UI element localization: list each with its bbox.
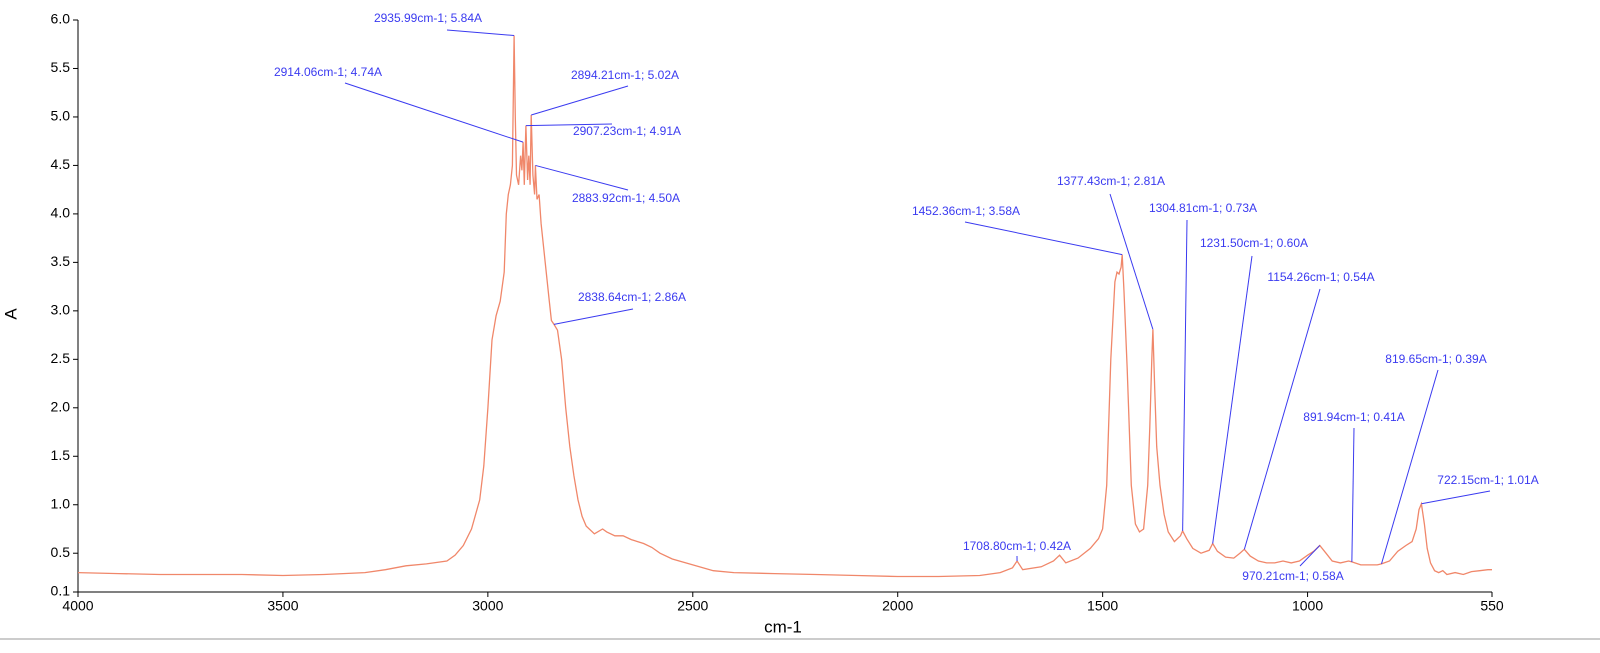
annotation-label: 1377.43cm-1; 2.81A [1057, 174, 1165, 188]
annotation-label: 1708.80cm-1; 0.42A [963, 539, 1071, 553]
annotation-label: 819.65cm-1; 0.39A [1385, 352, 1486, 366]
x-tick-label: 1500 [1087, 598, 1118, 614]
annotation-leader [446, 29, 515, 37]
annotation-label: 2838.64cm-1; 2.86A [578, 290, 686, 304]
x-tick-label: 1000 [1292, 598, 1323, 614]
annotation-leader [344, 82, 524, 143]
y-tick-label: 2.5 [51, 350, 71, 366]
annotation-label: 891.94cm-1; 0.41A [1303, 410, 1404, 424]
y-tick-label: 0.5 [51, 544, 71, 560]
y-tick-label: 3.0 [51, 302, 71, 318]
y-tick-label: 2.0 [51, 398, 71, 414]
x-tick-label: 3000 [472, 598, 503, 614]
y-tick-label: 4.0 [51, 205, 71, 221]
annotation-leader [1182, 219, 1188, 531]
x-axis-label: cm-1 [764, 617, 802, 636]
y-tick-label: 1.0 [51, 495, 71, 511]
annotation-label: 1304.81cm-1; 0.73A [1149, 201, 1257, 215]
annotation-leader [1109, 193, 1154, 330]
y-tick-label: 6.0 [51, 11, 71, 27]
annotation-leader [1299, 545, 1321, 567]
y-tick-label: 5.5 [51, 59, 71, 75]
spectrum-line [77, 35, 1492, 578]
annotation-leader [1243, 288, 1321, 550]
y-tick-label: 1.5 [51, 447, 71, 463]
annotation-leader [1381, 369, 1439, 565]
annotation-label: 1231.50cm-1; 0.60A [1200, 236, 1308, 250]
y-tick-label: 4.5 [51, 156, 71, 172]
y-tick-label: 0.1 [51, 583, 71, 599]
annotation-label: 2894.21cm-1; 5.02A [571, 68, 679, 82]
annotation-leader [525, 123, 613, 127]
x-tick-label: 2500 [677, 598, 708, 614]
annotation-label: 722.15cm-1; 1.01A [1437, 473, 1538, 487]
annotation-label: 1452.36cm-1; 3.58A [912, 204, 1020, 218]
annotation-leader [1212, 255, 1253, 544]
annotation-label: 1154.26cm-1; 0.54A [1267, 270, 1374, 284]
annotation-label: 2907.23cm-1; 4.91A [573, 124, 681, 138]
annotation-label: 2883.92cm-1; 4.50A [572, 191, 680, 205]
annotation-leader [1421, 490, 1491, 505]
y-tick-label: 3.5 [51, 253, 71, 269]
annotation-leader [535, 164, 629, 191]
annotation-leader [1351, 427, 1355, 562]
annotation-label: 2935.99cm-1; 5.84A [374, 11, 482, 25]
y-tick-label: 5.0 [51, 108, 71, 124]
annotation-leader [964, 221, 1123, 256]
x-tick-label: 3500 [267, 598, 298, 614]
y-axis-label: A [1, 308, 20, 320]
annotation-leader [553, 308, 634, 325]
annotation-label: 970.21cm-1; 0.58A [1242, 569, 1343, 583]
annotation-leader [531, 85, 629, 116]
x-tick-label: 2000 [882, 598, 913, 614]
x-tick-label: 4000 [62, 598, 93, 614]
annotation-label: 2914.06cm-1; 4.74A [274, 65, 382, 79]
x-tick-label: 550 [1480, 598, 1504, 614]
